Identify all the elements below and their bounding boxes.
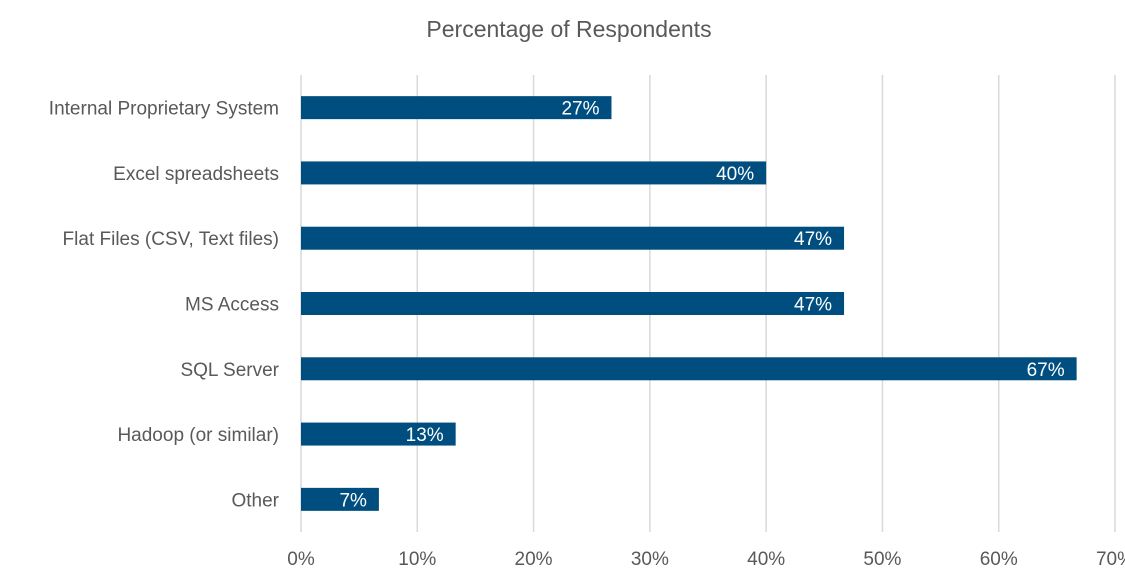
category-label: Other [231, 490, 279, 511]
data-label: 47% [794, 295, 832, 316]
bar [301, 422, 456, 446]
category-label: Flat Files (CSV, Text files) [63, 229, 279, 250]
bar [301, 226, 845, 250]
x-tick-label: 10% [398, 549, 436, 570]
bar [301, 357, 1077, 381]
data-labels: 27% 40% 47% 47% 67% 13% 7% [339, 99, 1064, 512]
category-label: MS Access [185, 295, 279, 316]
category-label: Internal Proprietary System [49, 99, 279, 120]
x-tick-label: 40% [747, 549, 785, 570]
x-tick-label: 60% [980, 549, 1018, 570]
data-label: 47% [794, 229, 832, 250]
bar [301, 96, 612, 120]
chart-title: Percentage of Respondents [426, 16, 711, 42]
data-label: 13% [406, 425, 444, 446]
data-label: 27% [561, 99, 599, 120]
x-tick-label: 30% [631, 549, 669, 570]
category-label: SQL Server [180, 360, 279, 381]
category-labels: Internal Proprietary System Excel spreads… [49, 99, 280, 512]
x-tick-label: 20% [515, 549, 553, 570]
x-axis-tick-labels: 0% 10% 20% 30% 40% 50% 60% 70% [287, 549, 1125, 570]
bar [301, 161, 767, 185]
data-label: 67% [1027, 360, 1065, 381]
x-tick-label: 50% [863, 549, 901, 570]
bar [301, 487, 379, 511]
data-label: 40% [716, 164, 754, 185]
data-label: 7% [339, 490, 367, 511]
bar [301, 292, 845, 315]
x-tick-label: 0% [287, 549, 315, 570]
category-label: Hadoop (or similar) [117, 425, 279, 446]
bars [301, 96, 1077, 511]
x-tick-label: 70% [1096, 549, 1125, 570]
category-label: Excel spreadsheets [113, 164, 279, 185]
